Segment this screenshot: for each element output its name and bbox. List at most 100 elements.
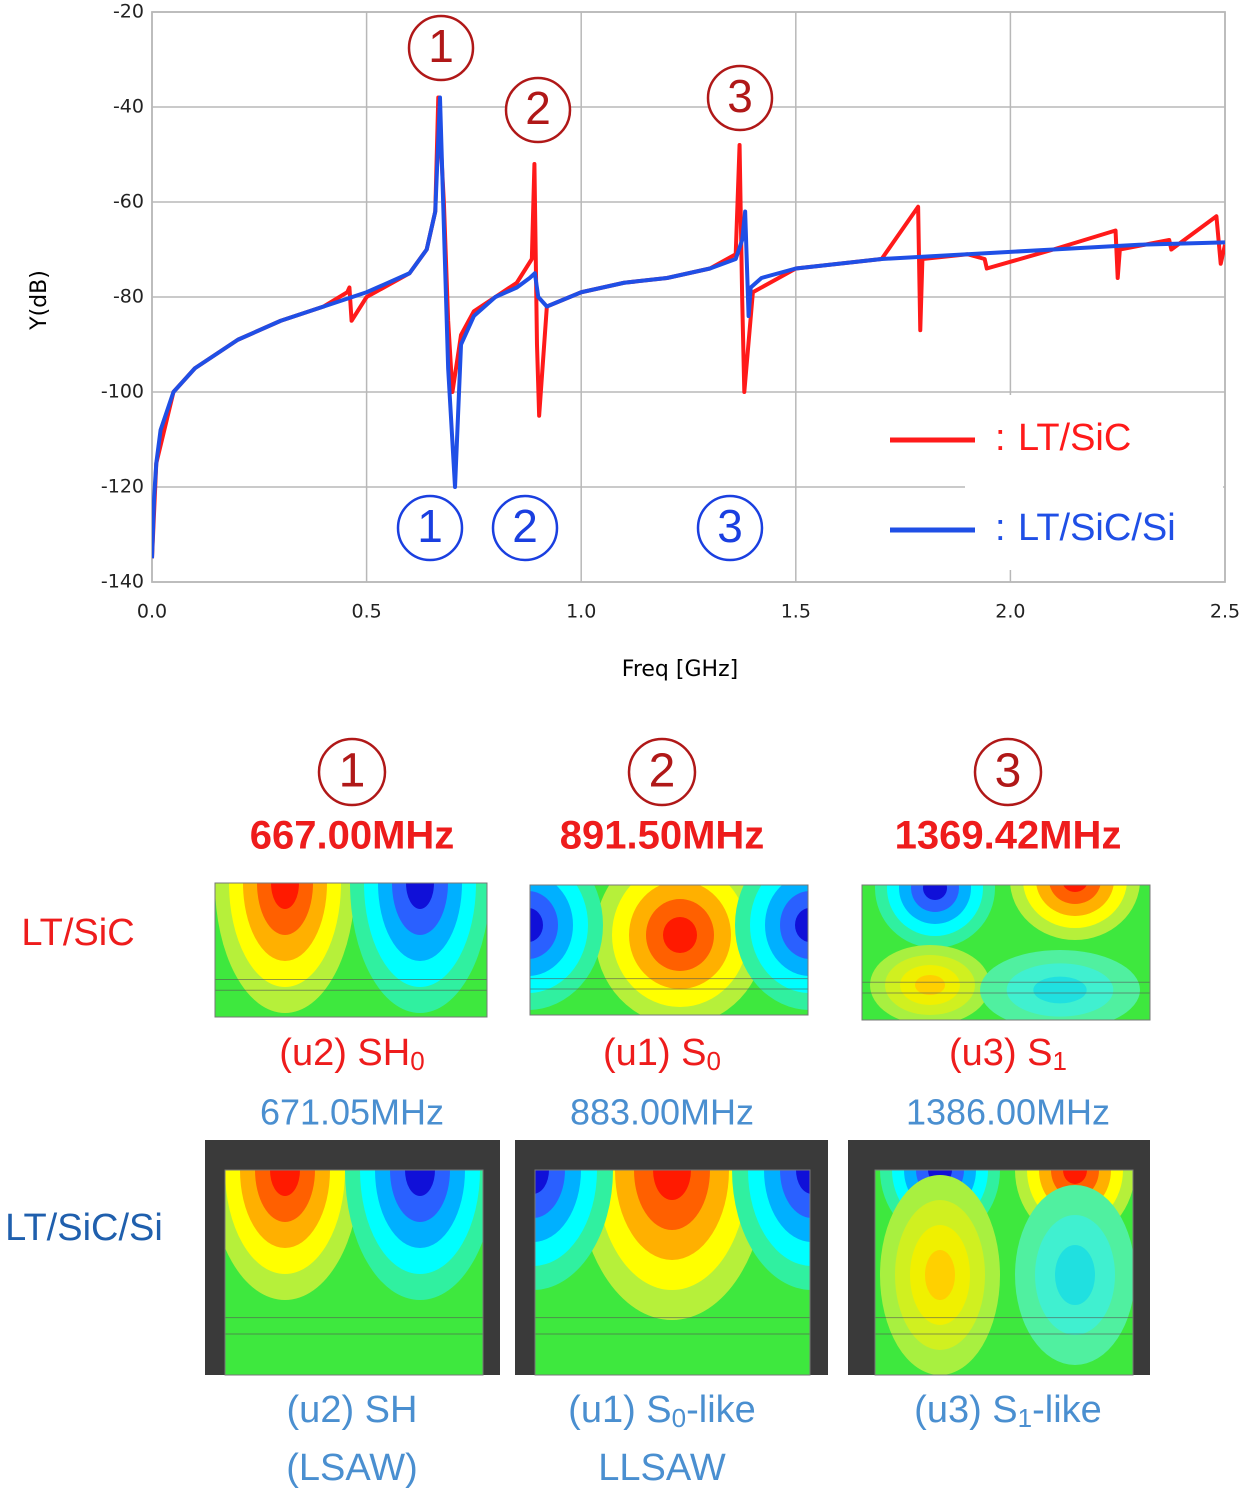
- caption-lt-sic: (u1) S0: [603, 1032, 721, 1076]
- mode-border: [224, 1169, 484, 1376]
- caption-text: (u2) SH: [287, 1389, 418, 1431]
- annotation-circle: [706, 64, 774, 132]
- mode-contour: [796, 1170, 810, 1194]
- caption-after: -like: [686, 1389, 756, 1431]
- mode-border: [534, 1169, 811, 1376]
- row-label: LT/SiC: [21, 912, 134, 954]
- mode-contour: [530, 885, 573, 976]
- mode-contour: [405, 1170, 435, 1196]
- freq-lt-sic: 891.50MHz: [560, 814, 765, 858]
- x-axis-label: Freq [GHz]: [622, 657, 738, 682]
- freq-lt-sic-si: 883.00MHz: [570, 1092, 754, 1133]
- mode-contour: [530, 908, 543, 942]
- mode-number: 3: [995, 745, 1022, 798]
- mode-shape: [875, 1170, 1133, 1375]
- mode-contour: [530, 891, 558, 959]
- x-tick-label: 2.5: [1210, 601, 1240, 623]
- x-tick-label: 1.5: [781, 601, 811, 623]
- x-tick-label: 2.0: [995, 601, 1025, 623]
- caption-lt-sic-si: (u2) SH: [287, 1389, 418, 1431]
- annotation-circle: [407, 14, 475, 82]
- caption-sub: 1: [1018, 1403, 1032, 1433]
- y-tick-label: -140: [101, 571, 144, 593]
- freq-lt-sic-si: 1386.00MHz: [906, 1092, 1110, 1133]
- series-line: [152, 95, 1225, 559]
- mode-border: [861, 884, 1151, 1021]
- mode-contour: [653, 1170, 691, 1200]
- caption-sub: 0: [707, 1046, 721, 1076]
- x-tick-label: 1.0: [566, 601, 596, 623]
- caption-text: (u1) S: [603, 1032, 706, 1074]
- mode-shape: [862, 885, 1150, 1020]
- mode-contour: [1063, 885, 1087, 892]
- y-tick-label: -80: [113, 286, 144, 308]
- legend-label: LT/SiC: [1018, 417, 1131, 459]
- mode-contour: [270, 1170, 300, 1196]
- caption-text: (u1) S: [568, 1389, 671, 1431]
- y-tick-label: -20: [113, 1, 144, 23]
- mode-number: 1: [339, 745, 366, 798]
- mode-shape: [215, 883, 487, 1017]
- mode-contour: [1049, 885, 1101, 904]
- caption-text: (u3) S: [914, 1389, 1017, 1431]
- mode-contour: [663, 917, 697, 953]
- y-tick-label: -120: [101, 476, 144, 498]
- mode-number-circle: [317, 737, 387, 807]
- annotation-circle: [696, 494, 764, 562]
- mode-contour: [925, 1250, 955, 1300]
- caption-after: -like: [1032, 1389, 1102, 1431]
- caption-lt-sic-si: (u1) S0-like: [568, 1389, 756, 1433]
- mode-number-circle: [973, 737, 1043, 807]
- legend-separator: :: [995, 507, 1006, 549]
- annotation-circle: [396, 494, 464, 562]
- y-axis-label: Y(dB): [27, 270, 52, 331]
- mode-border: [874, 1169, 1134, 1376]
- mode-contour: [795, 908, 808, 942]
- y-tick-label: -100: [101, 381, 144, 403]
- y-tick-label: -60: [113, 191, 144, 213]
- caption-line2: (LSAW): [286, 1447, 418, 1489]
- x-tick-label: 0.0: [137, 601, 167, 623]
- mode-border: [214, 882, 488, 1018]
- x-tick-label: 0.5: [351, 601, 381, 623]
- legend-box: [965, 395, 1223, 570]
- caption-text: (u3) S: [949, 1032, 1052, 1074]
- mode-contour: [406, 883, 434, 909]
- mode-contour: [765, 885, 808, 976]
- annotation-label: 3: [717, 500, 743, 552]
- row-label: LT/SiC/Si: [5, 1207, 163, 1249]
- freq-lt-sic-si: 671.05MHz: [260, 1092, 444, 1133]
- freq-lt-sic: 667.00MHz: [250, 814, 455, 858]
- mode-contour: [1063, 1170, 1087, 1184]
- caption-text: (u2) SH: [279, 1032, 410, 1074]
- mode-number-circle: [627, 737, 697, 807]
- mode-contour: [780, 891, 808, 959]
- caption-lt-sic: (u2) SH0: [279, 1032, 424, 1076]
- annotation-label: 1: [417, 500, 443, 552]
- caption-sub: 0: [410, 1046, 424, 1076]
- annotation-label: 3: [727, 70, 753, 122]
- legend-separator: :: [995, 417, 1006, 459]
- caption-sub: 1: [1053, 1046, 1067, 1076]
- mode-shape: [225, 1170, 483, 1375]
- mode-shape: [530, 885, 808, 1015]
- annotation-label: 2: [512, 500, 538, 552]
- annotation-circle: [491, 494, 559, 562]
- mode-contour: [915, 975, 945, 995]
- annotation-circle: [504, 76, 572, 144]
- annotation-label: 2: [525, 82, 551, 134]
- mode-contour: [923, 885, 947, 900]
- caption-lt-sic: (u3) S1: [949, 1032, 1067, 1076]
- freq-lt-sic: 1369.42MHz: [895, 814, 1122, 858]
- mode-contour: [271, 883, 299, 909]
- caption-sub: 0: [672, 1403, 686, 1433]
- mode-contour: [1033, 976, 1087, 1004]
- mode-shape: [535, 1170, 810, 1375]
- y-tick-label: -40: [113, 96, 144, 118]
- mode-contour: [535, 1170, 549, 1194]
- mode-border: [529, 884, 809, 1016]
- mode-number: 2: [649, 745, 676, 798]
- caption-lt-sic-si: (u3) S1-like: [914, 1389, 1102, 1433]
- mode-contour: [1055, 1245, 1095, 1305]
